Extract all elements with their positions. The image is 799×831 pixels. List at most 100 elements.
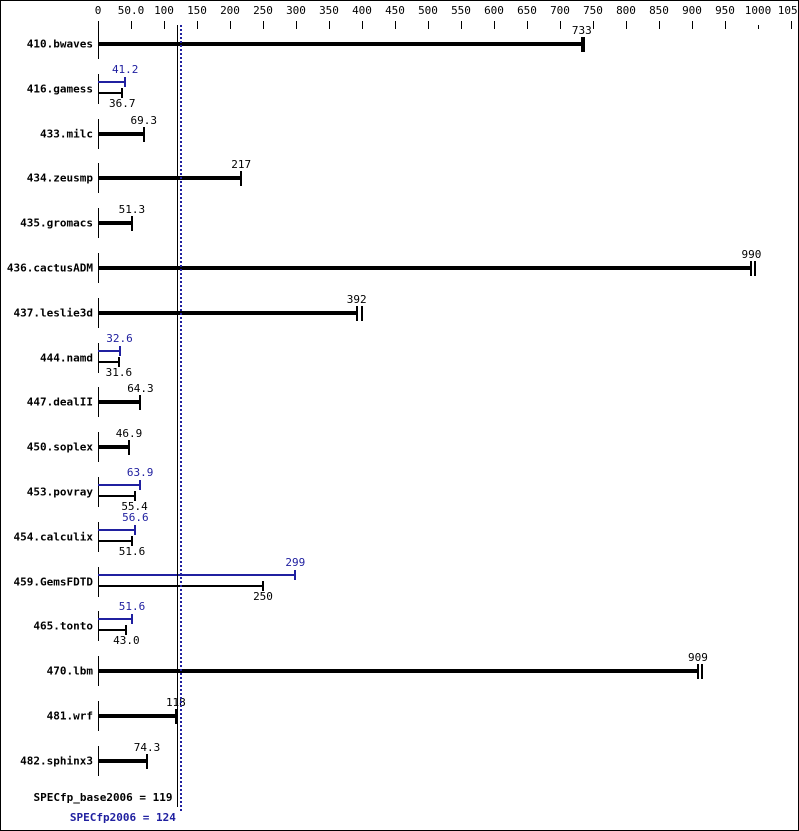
x-axis-tick-label: 400	[352, 4, 372, 17]
benchmark-label-481-wrf: 481.wrf	[46, 709, 93, 723]
benchmark-label-482-sphinx3: 482.sphinx3	[20, 754, 93, 768]
benchmark-label-410-bwaves: 410.bwaves	[26, 37, 93, 51]
x-axis-tick-mark	[428, 21, 429, 29]
base-bar-447-dealII	[98, 400, 140, 405]
benchmark-label-453-povray: 453.povray	[26, 485, 93, 499]
peak-bar-endcap	[124, 76, 126, 87]
base-value-label: 55.4	[121, 500, 148, 513]
base-value-label: 69.3	[130, 113, 157, 127]
x-axis-tick-mark	[197, 21, 198, 29]
base-value-label: 909	[688, 651, 708, 665]
base-value-label: 74.3	[133, 740, 161, 754]
base-bar-436-cactusADM	[98, 266, 751, 270]
base-value-label: 51.6	[118, 544, 146, 558]
base-bar-endcap	[262, 580, 264, 591]
peak-value-label: 63.9	[126, 466, 154, 479]
x-axis-tick-label: 900	[682, 4, 702, 17]
x-axis-tick-mark	[296, 21, 297, 29]
peak-value-label: 299	[285, 555, 306, 569]
peak-bar-459-GemsFDTD	[98, 573, 295, 576]
base-value-label: 118	[165, 696, 186, 709]
base-value-label: 43.0	[113, 634, 140, 648]
x-axis-tick-label: 850	[649, 4, 669, 17]
base-value-label: 51.3	[118, 203, 146, 217]
reference-line-base	[177, 25, 178, 807]
base-bar-453-povray	[98, 495, 135, 497]
base-value-label: 64.3	[127, 382, 154, 396]
benchmark-label-436-cactusADM: 436.cactusADM	[6, 261, 93, 275]
benchmark-label-435-gromacs: 435.gromacs	[20, 216, 93, 230]
base-bar-endcap	[750, 261, 752, 276]
base-bar-endcap	[131, 216, 133, 232]
x-axis-tick-mark	[758, 25, 759, 29]
peak-bar-416-gamess	[98, 80, 125, 83]
base-bar-endcap	[175, 709, 177, 724]
base-bar-435-gromacs	[98, 221, 132, 226]
base-bar-465-tonto	[98, 629, 126, 632]
x-axis-tick-mark	[230, 21, 231, 29]
x-axis-tick-label: 800	[616, 4, 636, 17]
x-axis-tick-mark	[329, 21, 330, 29]
base-bar-410-bwaves	[98, 42, 582, 46]
x-axis-tick-label: 550	[451, 4, 471, 17]
base-bar-470-lbm	[98, 669, 698, 674]
benchmark-label-459-GemsFDTD: 459.GemsFDTD	[13, 575, 93, 589]
x-axis-tick-label: 750	[583, 4, 603, 17]
base-bar-434-zeusmp	[98, 176, 241, 181]
base-bar-endcap	[139, 395, 141, 411]
row-zero-baseline	[98, 73, 99, 104]
specfp-peak-summary: SPECfp2006 = 124	[69, 811, 176, 824]
reference-line-peak	[180, 25, 182, 811]
base-bar-endcap	[134, 491, 136, 501]
base-bar-endcap	[121, 87, 123, 98]
benchmark-label-447-dealII: 447.dealII	[26, 395, 93, 409]
peak-value-label: 56.6	[122, 510, 149, 524]
base-bar-endcap	[128, 440, 130, 456]
base-bar-endcap	[125, 625, 127, 636]
peak-value-label: 51.6	[118, 600, 146, 614]
peak-bar-444-namd	[98, 349, 120, 352]
benchmark-label-470-lbm: 470.lbm	[46, 664, 93, 678]
base-value-label: 733	[571, 24, 592, 37]
base-value-label: 250	[253, 589, 273, 603]
base-bar-481-wrf	[98, 714, 176, 718]
base-value-label: 990	[741, 248, 762, 261]
x-axis-tick-label: 1000	[744, 4, 772, 17]
benchmark-label-437-leslie3d: 437.leslie3d	[13, 306, 93, 320]
x-axis-tick-mark	[494, 21, 495, 29]
base-bar-endcap	[143, 126, 145, 142]
x-axis-tick-mark	[791, 21, 792, 29]
base-bar-433-milc	[98, 131, 144, 136]
x-axis-tick-label: 350	[319, 4, 339, 17]
x-axis-tick-label: 1050	[777, 4, 798, 17]
base-bar-482-sphinx3	[98, 758, 147, 763]
specfp-base-summary: SPECfp_base2006 = 119	[33, 791, 173, 804]
x-axis-tick-label: 250	[253, 4, 273, 17]
x-axis-tick-label: 650	[517, 4, 537, 17]
peak-bar-endcap	[583, 37, 585, 52]
peak-bar-465-tonto	[98, 618, 132, 621]
base-bar-437-leslie3d	[98, 310, 357, 315]
x-axis-tick-label: 500	[418, 4, 438, 17]
base-bar-450-soplex	[98, 445, 129, 450]
x-axis-tick-mark	[362, 21, 363, 29]
benchmark-label-450-soplex: 450.soplex	[26, 440, 93, 454]
base-bar-endcap	[356, 305, 358, 321]
x-axis-tick-mark	[131, 21, 132, 29]
base-value-label: 217	[231, 158, 252, 172]
base-value-label: 392	[346, 292, 367, 306]
base-bar-endcap	[146, 753, 148, 769]
benchmark-label-416-gamess: 416.gamess	[26, 82, 93, 96]
peak-bar-endcap	[701, 664, 703, 680]
x-axis-tick-label: 300	[286, 4, 306, 17]
peak-bar-endcap	[361, 305, 363, 321]
x-axis-tick-mark	[725, 21, 726, 29]
benchmark-label-444-namd: 444.namd	[40, 351, 93, 365]
peak-bar-endcap	[131, 614, 133, 625]
x-axis-tick-mark	[164, 21, 165, 29]
peak-bar-endcap	[754, 261, 756, 276]
base-bar-endcap	[118, 356, 120, 367]
row-zero-baseline	[98, 521, 99, 552]
